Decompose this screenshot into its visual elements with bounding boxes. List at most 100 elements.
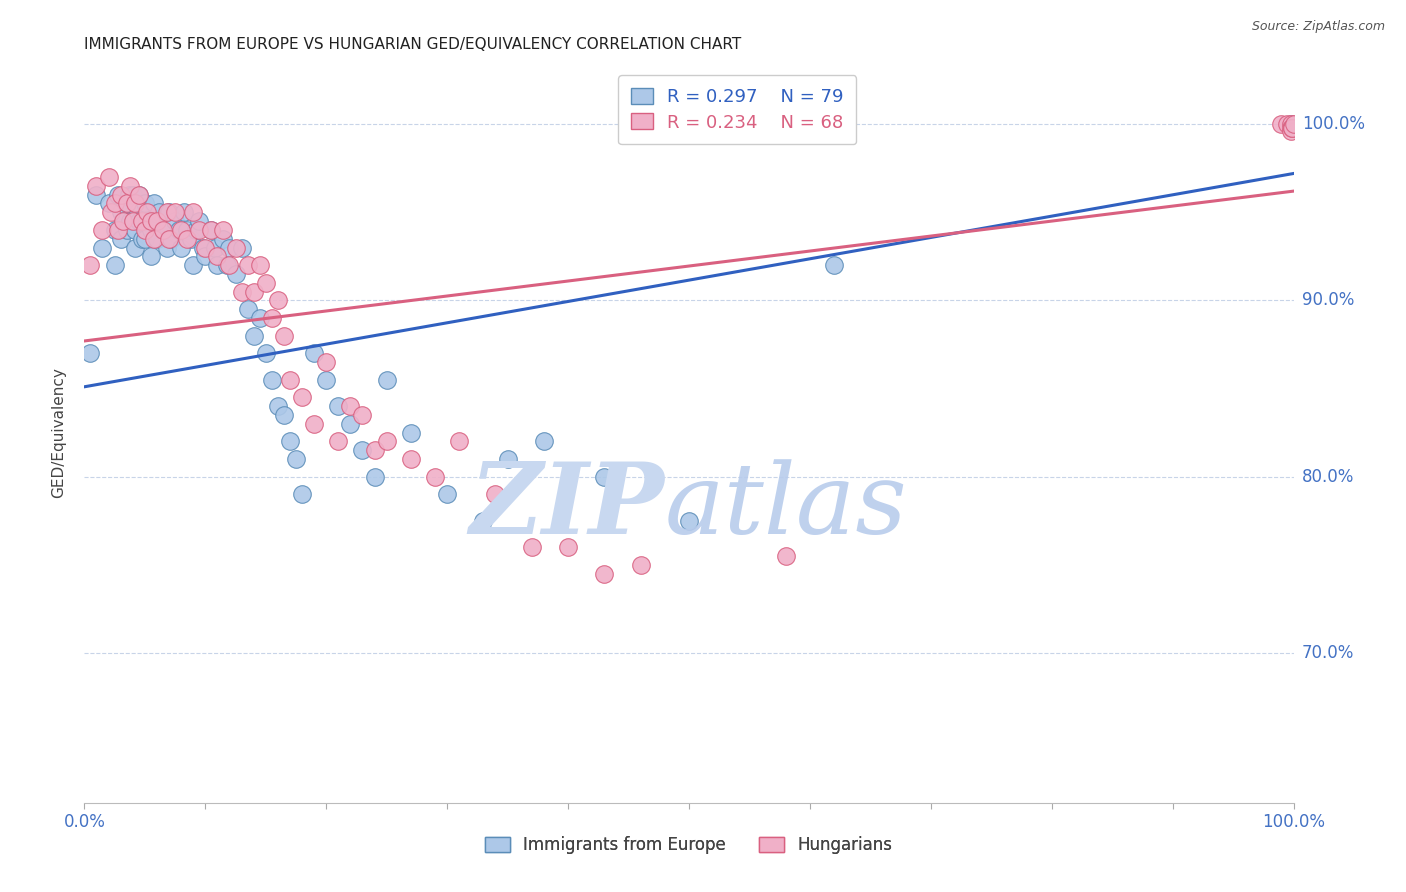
Point <box>91 240 114 254</box>
Point <box>593 566 616 581</box>
Point <box>112 214 135 228</box>
Point <box>100 205 122 219</box>
Point <box>136 205 159 219</box>
Point <box>399 452 422 467</box>
Text: Source: ZipAtlas.com: Source: ZipAtlas.com <box>1251 20 1385 33</box>
Point <box>231 240 253 254</box>
Point <box>352 443 374 458</box>
Point <box>375 373 398 387</box>
Point <box>215 258 238 272</box>
Point <box>557 540 579 554</box>
Point <box>124 223 146 237</box>
Point <box>593 469 616 483</box>
Point <box>181 258 204 272</box>
Point <box>152 223 174 237</box>
Point <box>284 452 308 467</box>
Point <box>278 434 301 449</box>
Point <box>1279 120 1302 135</box>
Point <box>167 223 190 237</box>
Point <box>91 223 114 237</box>
Point <box>155 205 177 219</box>
Text: 90.0%: 90.0% <box>1302 292 1354 310</box>
Point <box>139 214 162 228</box>
Point <box>148 205 170 219</box>
Y-axis label: GED/Equivalency: GED/Equivalency <box>51 368 66 498</box>
Point <box>184 223 207 237</box>
Point <box>236 258 259 272</box>
Point <box>278 373 301 387</box>
Point <box>363 443 385 458</box>
Point <box>79 346 101 360</box>
Point <box>115 196 138 211</box>
Point <box>139 223 162 237</box>
Point <box>1279 124 1302 138</box>
Point <box>104 196 127 211</box>
Point <box>291 390 314 404</box>
Point <box>267 399 290 413</box>
Point <box>302 417 325 431</box>
Point <box>352 408 374 422</box>
Point <box>328 434 350 449</box>
Point <box>86 178 108 193</box>
Point <box>254 276 277 290</box>
Point <box>1279 117 1302 131</box>
Point <box>131 214 153 228</box>
Legend: Immigrants from Europe, Hungarians: Immigrants from Europe, Hungarians <box>478 830 900 861</box>
Point <box>165 205 187 219</box>
Point <box>218 258 240 272</box>
Text: IMMIGRANTS FROM EUROPE VS HUNGARIAN GED/EQUIVALENCY CORRELATION CHART: IMMIGRANTS FROM EUROPE VS HUNGARIAN GED/… <box>84 37 741 52</box>
Point <box>121 187 143 202</box>
Point <box>520 540 543 554</box>
Point <box>291 487 314 501</box>
Point <box>136 214 159 228</box>
Point <box>194 249 217 263</box>
Point <box>104 223 127 237</box>
Point <box>242 285 264 299</box>
Point <box>188 223 211 237</box>
Point <box>165 214 187 228</box>
Point <box>146 214 169 228</box>
Point <box>157 232 180 246</box>
Point <box>775 549 797 563</box>
Point <box>112 214 135 228</box>
Point <box>97 169 120 184</box>
Point <box>678 514 700 528</box>
Point <box>273 408 295 422</box>
Point <box>315 355 337 369</box>
Point <box>218 240 240 254</box>
Text: ZIP: ZIP <box>470 458 665 555</box>
Point <box>315 373 337 387</box>
Point <box>128 187 150 202</box>
Point <box>375 434 398 449</box>
Point <box>115 196 138 211</box>
Point <box>170 240 193 254</box>
Point <box>115 223 138 237</box>
Point <box>152 223 174 237</box>
Point <box>207 258 229 272</box>
Point <box>86 187 108 202</box>
Point <box>533 434 555 449</box>
Point <box>194 240 217 254</box>
Point <box>254 346 277 360</box>
Point <box>242 328 264 343</box>
Point <box>1279 117 1302 131</box>
Point <box>339 417 361 431</box>
Point <box>131 232 153 246</box>
Point <box>328 399 350 413</box>
Point <box>472 514 495 528</box>
Point <box>107 223 129 237</box>
Point <box>143 232 166 246</box>
Point <box>436 487 458 501</box>
Point <box>496 452 519 467</box>
Point <box>128 214 150 228</box>
Text: 80.0%: 80.0% <box>1302 467 1354 485</box>
Point <box>120 214 142 228</box>
Point <box>107 187 129 202</box>
Point <box>146 232 169 246</box>
Point <box>139 249 162 263</box>
Point <box>225 240 247 254</box>
Point <box>267 293 290 308</box>
Point <box>118 187 141 202</box>
Text: atlas: atlas <box>665 459 907 554</box>
Point <box>181 205 204 219</box>
